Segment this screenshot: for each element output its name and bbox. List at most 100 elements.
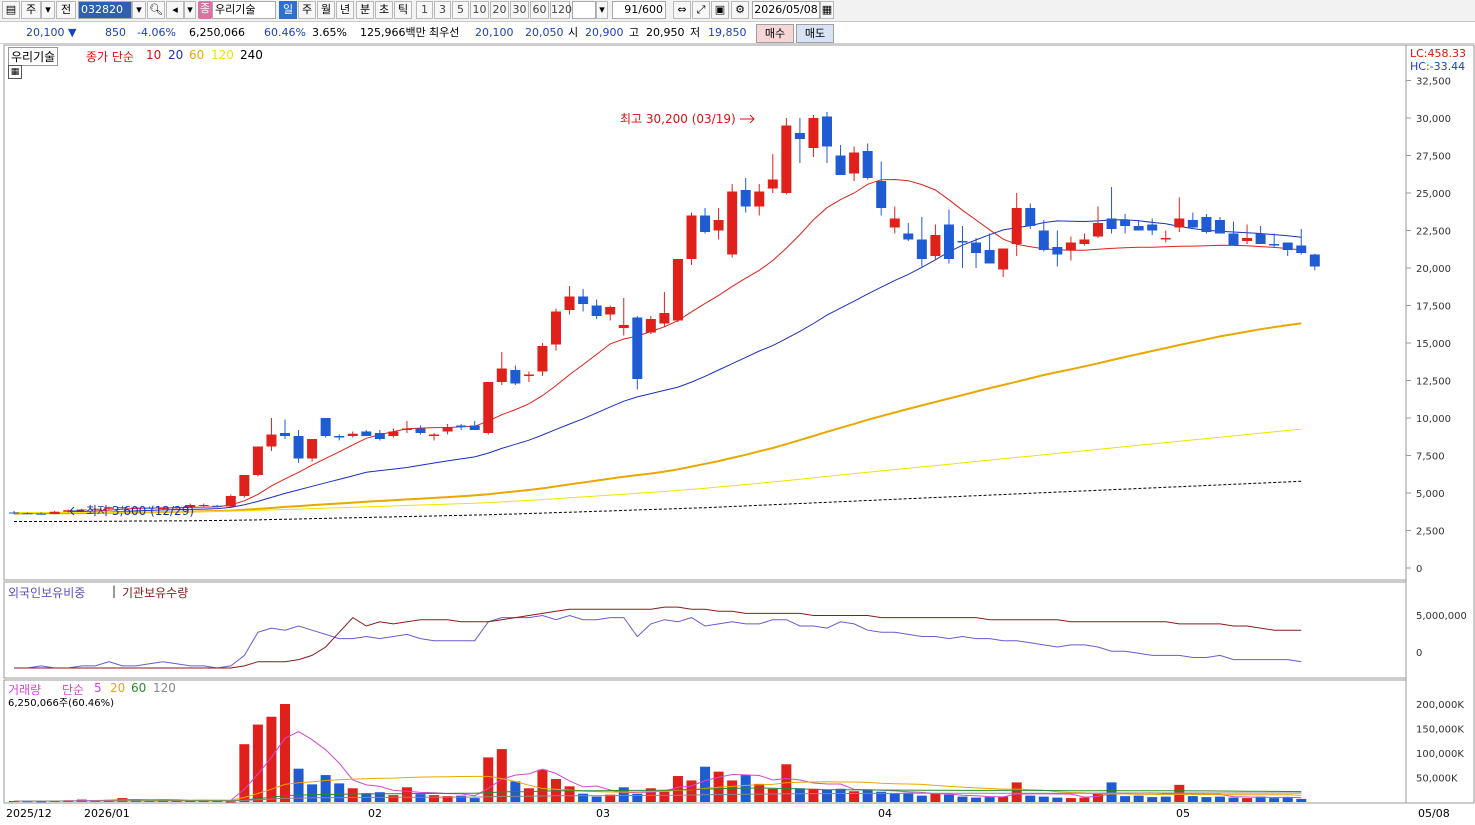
menu-icon[interactable]: ▤	[2, 1, 20, 19]
candle-body	[1133, 226, 1144, 231]
hc-label: HC:-33.44	[1410, 60, 1465, 73]
candle-body	[374, 433, 385, 439]
chart-settings-icon[interactable]: ▦	[8, 65, 22, 79]
volume-bar	[1038, 796, 1049, 802]
minute-5[interactable]: 5	[452, 1, 469, 19]
stock-chart-svg[interactable]: 0 2,500 5,000 7,500 10,000 12,500 15,000 17,500…	[0, 44, 1475, 825]
volume-bar	[876, 791, 887, 802]
zoom-icon[interactable]: ⇔	[673, 1, 691, 19]
interval-dropdown-icon[interactable]: ▾	[596, 1, 608, 19]
search-icon[interactable]: 🔍︎	[147, 1, 165, 19]
candle-body	[1228, 233, 1239, 246]
minute-30[interactable]: 30	[510, 1, 529, 19]
candle-body	[794, 133, 805, 139]
volume-bar	[36, 801, 47, 803]
save-icon[interactable]: ▣	[711, 1, 729, 19]
period-tick[interactable]: 틱	[394, 1, 412, 19]
date-label-05: 05	[1176, 807, 1190, 820]
legend-close-label: 종가 단순	[86, 50, 134, 64]
candle-body	[591, 305, 602, 316]
candle-body	[808, 118, 819, 148]
count-field[interactable]: 91/600	[612, 1, 666, 19]
date-field[interactable]: 2026/05/08	[752, 1, 820, 19]
price-tick-label: 15,000	[1416, 339, 1451, 350]
period-month[interactable]: 월	[317, 1, 335, 19]
candle-body	[713, 220, 724, 231]
candle-body	[1147, 224, 1158, 231]
lc-label: LC:458.33	[1410, 47, 1466, 60]
candle-body	[307, 439, 318, 459]
volume-bar	[835, 788, 846, 802]
volume-bar	[1269, 798, 1280, 802]
minute-20[interactable]: 20	[490, 1, 509, 19]
turnover: 3.65%	[312, 26, 347, 39]
candle-body	[984, 250, 995, 264]
sell-button[interactable]: 매도	[796, 24, 834, 43]
candle-body	[212, 505, 223, 507]
legend-stock-name[interactable]: 우리기술	[8, 47, 59, 66]
code-dropdown-icon[interactable]: ▾	[132, 1, 146, 19]
scale-icon[interactable]: ⤢	[692, 1, 710, 19]
price-tick-label: 30,000	[1416, 114, 1451, 125]
candle-body	[740, 190, 751, 207]
calendar-icon[interactable]: ▦	[820, 1, 834, 19]
candle-body	[49, 511, 60, 514]
speaker-dropdown-icon[interactable]: ▾	[184, 1, 196, 19]
volume-bar	[727, 780, 738, 802]
volume-bar	[930, 793, 941, 802]
buy-button[interactable]: 매수	[756, 24, 794, 43]
speaker-icon[interactable]: ◂	[166, 1, 184, 19]
candle-body	[564, 296, 575, 310]
minute-10[interactable]: 10	[470, 1, 489, 19]
chevron-down-icon[interactable]: ▾	[41, 1, 55, 19]
volume-bar	[280, 704, 290, 802]
volume-bar	[632, 793, 643, 802]
price-tick-label: 22,500	[1416, 227, 1451, 238]
candle-body	[1093, 223, 1103, 237]
candle-body	[1269, 244, 1280, 246]
candle-body	[510, 370, 521, 384]
candle-body	[1296, 245, 1307, 253]
candle-body	[1309, 254, 1320, 267]
volume-tick-label: 50,000K	[1416, 774, 1458, 785]
volume-bar	[659, 791, 670, 802]
volume-bar	[496, 749, 507, 802]
candle-body	[36, 513, 47, 515]
legend-volume-title: 거래량	[8, 683, 42, 697]
period-second[interactable]: 초	[375, 1, 393, 19]
minute-120[interactable]: 120	[550, 1, 572, 19]
period-minute[interactable]: 분	[356, 1, 374, 19]
prefix-button[interactable]: 전	[56, 1, 76, 19]
low-annotation: 최저 3,600 (12/29)	[86, 504, 194, 518]
candle-body	[198, 505, 209, 506]
candle-body	[957, 241, 968, 243]
candle-body	[456, 425, 467, 427]
legend-vol-ma20: 20	[110, 681, 126, 695]
volume-bar	[849, 791, 860, 802]
legend-ma20: 20	[168, 48, 184, 62]
candle-body	[686, 215, 697, 259]
stock-code-input[interactable]: 032820	[78, 1, 132, 19]
legend-vol-ma120: 120	[153, 681, 176, 695]
gear-icon[interactable]: ⚙	[731, 1, 749, 19]
best-bid: 20,050	[525, 26, 564, 39]
period-week[interactable]: 주	[298, 1, 316, 19]
trade-amount: 125,966백만	[360, 26, 426, 39]
candle-body	[578, 296, 589, 304]
candle-body	[117, 507, 128, 509]
minute-1[interactable]: 1	[416, 1, 433, 19]
price-tick-label: 5,000	[1416, 489, 1445, 500]
stock-name-field[interactable]: 우리기술	[212, 1, 276, 19]
volume-bar	[1120, 796, 1131, 802]
ma-line-20	[14, 219, 1302, 514]
volume-bar	[564, 786, 575, 802]
period-type-select[interactable]: 주	[21, 1, 41, 19]
period-day[interactable]: 일	[279, 1, 297, 19]
interval-field[interactable]	[572, 1, 596, 19]
high-arrow-icon	[740, 114, 755, 124]
candle-body	[672, 259, 683, 321]
minute-60[interactable]: 60	[530, 1, 549, 19]
period-year[interactable]: 년	[336, 1, 354, 19]
volume-bar	[1228, 797, 1239, 802]
minute-3[interactable]: 3	[434, 1, 451, 19]
